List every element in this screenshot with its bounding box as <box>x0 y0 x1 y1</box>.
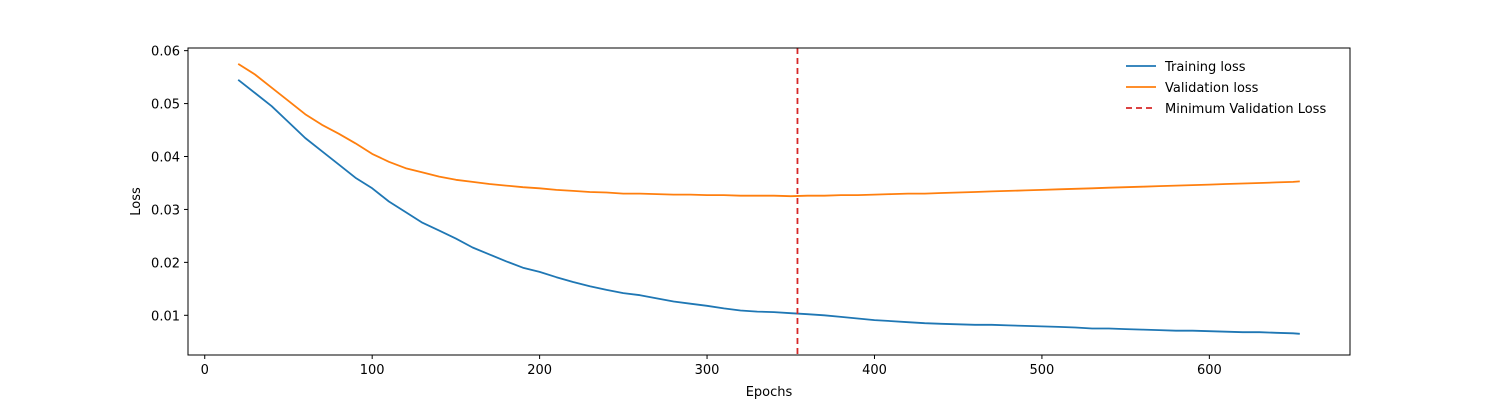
plot-area <box>237 48 1300 355</box>
y-tick-label: 0.04 <box>151 151 180 166</box>
x-tick-label: 400 <box>862 363 887 378</box>
y-tick-label: 0.03 <box>151 203 180 218</box>
legend-label-training: Training loss <box>1164 60 1246 75</box>
x-tick-label: 300 <box>695 363 720 378</box>
x-tick-label: 200 <box>527 363 552 378</box>
x-tick-label: 0 <box>201 363 209 378</box>
y-tick-label: 0.06 <box>151 45 180 60</box>
axes-frame <box>187 47 1351 356</box>
x-tick-label: 500 <box>1030 363 1055 378</box>
y-axis-ticks: 0.01 0.02 0.03 0.04 0.05 0.06 <box>151 45 188 324</box>
x-tick-label: 100 <box>360 363 385 378</box>
x-axis-ticks: 0 100 200 300 400 500 600 <box>201 355 1222 378</box>
training-loss-line <box>237 79 1300 335</box>
legend: Training loss Validation loss Minimum Va… <box>1126 60 1326 117</box>
legend-label-validation: Validation loss <box>1165 81 1259 96</box>
y-axis-label: Loss <box>129 187 144 216</box>
y-tick-label: 0.05 <box>151 98 180 113</box>
validation-loss-line <box>237 63 1300 198</box>
x-axis-label: Epochs <box>746 385 793 400</box>
y-tick-label: 0.02 <box>151 256 180 271</box>
x-tick-label: 600 <box>1197 363 1222 378</box>
y-tick-label: 0.01 <box>151 309 180 324</box>
legend-label-min-line: Minimum Validation Loss <box>1165 102 1326 117</box>
